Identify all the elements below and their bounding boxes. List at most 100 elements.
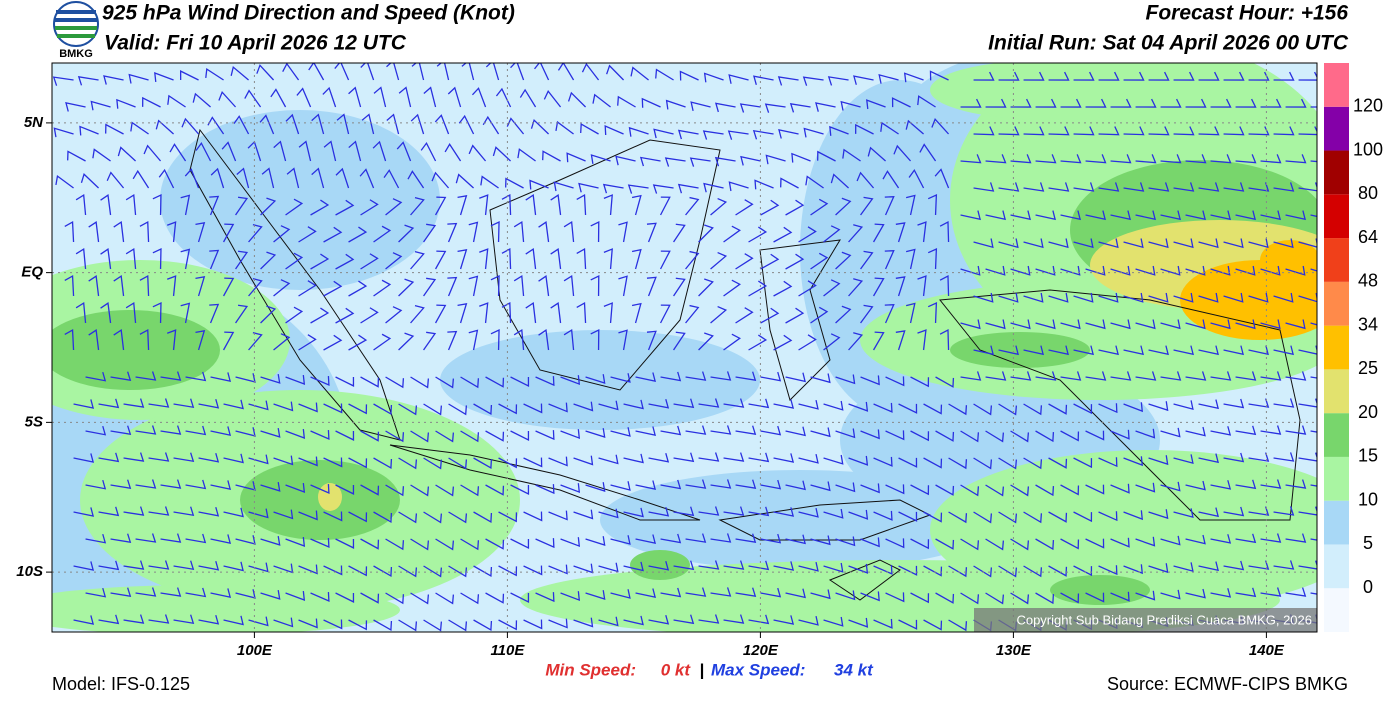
wind-barb [485, 538, 505, 550]
wind-barb [728, 74, 749, 84]
wind-barb [235, 535, 256, 545]
wind-barb [282, 63, 300, 81]
wind-barb [760, 479, 782, 490]
wind-barb [73, 615, 95, 625]
wind-barb [773, 399, 795, 409]
wind-barb [154, 72, 174, 82]
wind-barb [373, 565, 393, 578]
wind-barb [1185, 210, 1206, 221]
wind-barb [423, 331, 437, 351]
wind-barb [1185, 371, 1207, 381]
wind-barb [492, 146, 511, 162]
wind-barb [555, 120, 574, 135]
wind-barb [585, 536, 606, 546]
wind-barb [117, 146, 136, 162]
wind-barb [298, 402, 318, 413]
wind-barb [373, 333, 392, 351]
wind-barb [1235, 265, 1256, 276]
wind-barb [173, 614, 195, 625]
wind-barb [420, 141, 437, 162]
wind-barb [1098, 345, 1119, 356]
wind-barb [248, 332, 263, 351]
wind-barb [386, 113, 400, 135]
wind-barb [235, 304, 249, 324]
wind-barb [917, 329, 927, 351]
wind-barb [110, 587, 132, 598]
wind-barb [698, 278, 714, 297]
wind-barb [505, 177, 524, 189]
wind-barb [1010, 319, 1031, 330]
wind-barb [917, 275, 927, 297]
ticks: 100E 110E 120E 130E 140E 5N EQ 5S 10S [16, 114, 1285, 659]
wind-barb [323, 403, 343, 414]
wind-barb [1160, 481, 1181, 492]
map-field: Copyright Sub Bidang Prediksi Cuaca BMKG… [52, 63, 1317, 632]
wind-barb [1210, 371, 1232, 381]
wind-barb [98, 560, 120, 571]
wind-barb [110, 533, 132, 544]
wind-barb [1073, 565, 1093, 577]
wind-barb [195, 222, 206, 243]
wind-barb [385, 484, 405, 497]
wind-barb [1298, 182, 1317, 192]
wind-barb [261, 167, 275, 189]
wind-barb [130, 121, 149, 135]
wind-barb [360, 63, 375, 81]
wind-barb [1098, 565, 1118, 576]
wind-barb [610, 589, 631, 599]
wind-barb [748, 506, 770, 517]
wind-barb [960, 592, 980, 605]
wind-barb [598, 400, 619, 411]
wind-barb [310, 484, 330, 495]
wind-barb [1073, 345, 1094, 356]
wind-barb [73, 507, 95, 517]
wind-barb [132, 169, 150, 189]
wind-barb [798, 280, 817, 297]
wind-barb [169, 143, 187, 162]
wind-barb [148, 506, 170, 516]
wind-barb [335, 592, 355, 603]
wind-barb [785, 199, 805, 216]
colorbar-label: 120 [1353, 96, 1383, 116]
wind-barb [398, 619, 418, 632]
wind-barb [398, 403, 418, 416]
wind-barb [610, 373, 631, 383]
wind-barb [1148, 126, 1170, 136]
wind-barb [866, 99, 886, 110]
wind-barb [538, 329, 550, 351]
wind-barb [334, 63, 350, 81]
wind-barb [398, 511, 418, 524]
wind-barb [723, 506, 745, 516]
wind-barb [373, 279, 392, 297]
wind-barb [698, 452, 720, 462]
wind-barb [1260, 98, 1282, 108]
wind-barb [468, 329, 479, 351]
wind-barb [810, 427, 831, 438]
wind-barb [1110, 265, 1131, 276]
wind-barb [248, 224, 263, 243]
wind-barb [148, 560, 170, 570]
wind-barb [810, 373, 831, 384]
wind-barb [835, 590, 856, 601]
wind-barb [285, 113, 300, 135]
wind-barb [123, 452, 145, 462]
wind-barb [210, 534, 232, 544]
wind-barb [1173, 238, 1194, 249]
wind-barb [929, 70, 949, 81]
wind-barb [100, 302, 112, 324]
wind-barb [221, 141, 237, 162]
wind-barb [1260, 587, 1282, 597]
wind-barb [931, 117, 950, 135]
wind-barb [285, 375, 306, 385]
wind-barb [698, 614, 720, 624]
wind-barb [748, 334, 768, 351]
wind-barb [1035, 98, 1057, 108]
wind-barb [810, 589, 831, 600]
wind-barb [1198, 126, 1220, 136]
wind-barb [1198, 182, 1220, 192]
wind-barb [923, 403, 943, 415]
wind-barb [361, 113, 375, 135]
wind-barb [323, 280, 343, 297]
wind-barb [64, 274, 75, 297]
wind-barb [410, 484, 430, 497]
